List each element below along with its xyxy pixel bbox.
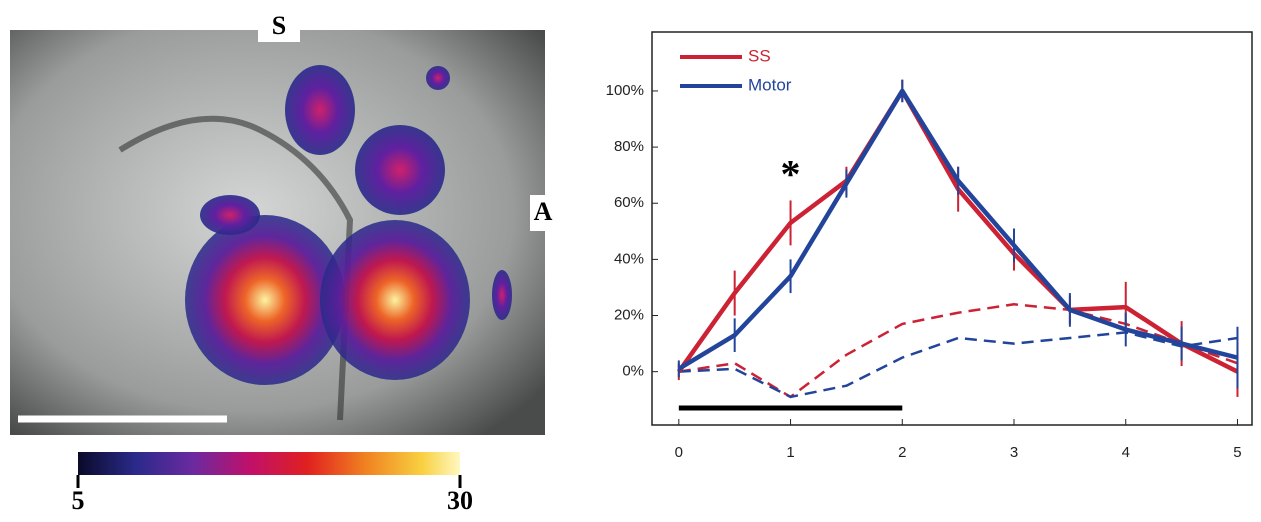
dashed-line	[678, 303, 1238, 399]
colorbar-tick-label: 5	[72, 486, 85, 515]
legend-label: SS	[748, 46, 771, 65]
x-tick-label: 3	[1010, 444, 1018, 461]
x-tick-label: 4	[1122, 444, 1130, 461]
orientation-label: A	[534, 197, 553, 226]
annotation: *	[781, 152, 801, 197]
x-tick-label: 5	[1233, 444, 1241, 461]
y-tick-label: 80%	[614, 138, 644, 155]
x-tick-label: 0	[675, 444, 683, 461]
y-tick-label: 60%	[614, 194, 644, 211]
label-box	[530, 195, 557, 231]
dashed-line	[678, 331, 1238, 399]
legend-label: Motor	[748, 75, 792, 94]
brain-image	[10, 30, 545, 435]
line	[676, 88, 1239, 374]
x-tick-label: 2	[898, 444, 906, 461]
y-tick-label: 40%	[614, 250, 644, 267]
label-box	[258, 12, 300, 42]
orientation-label: S	[272, 11, 286, 40]
x-tick-label: 1	[786, 444, 794, 461]
y-tick-label: 100%	[606, 82, 644, 99]
y-tick-label: 20%	[614, 306, 644, 323]
colorbar	[78, 452, 460, 475]
y-tick-label: 0%	[622, 363, 644, 380]
colorbar-tick-label: 30	[447, 486, 473, 515]
plot-frame	[651, 31, 1253, 426]
